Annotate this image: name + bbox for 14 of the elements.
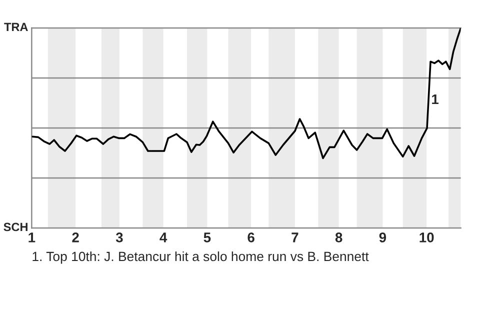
x-tick-label: 10 — [420, 232, 434, 242]
annotation: 1 — [432, 94, 439, 104]
text: 1. Top 10th: J. Betancur hit a solo home run vs B. Bennett — [32, 251, 369, 264]
x-tick-label: 7 — [292, 232, 298, 242]
x-tick-label: 2 — [72, 232, 79, 242]
x-tick-label: 9 — [379, 232, 386, 242]
text: SCH — [4, 222, 28, 232]
x-tick-label: 6 — [248, 232, 254, 242]
x-tick-label: 1 — [28, 232, 36, 242]
text: TRA — [4, 22, 28, 32]
x-tick-label: 8 — [335, 232, 342, 242]
x-tick-label: 4 — [160, 232, 168, 242]
x-tick-label: 5 — [204, 232, 211, 242]
x-tick-label: 3 — [116, 232, 123, 242]
